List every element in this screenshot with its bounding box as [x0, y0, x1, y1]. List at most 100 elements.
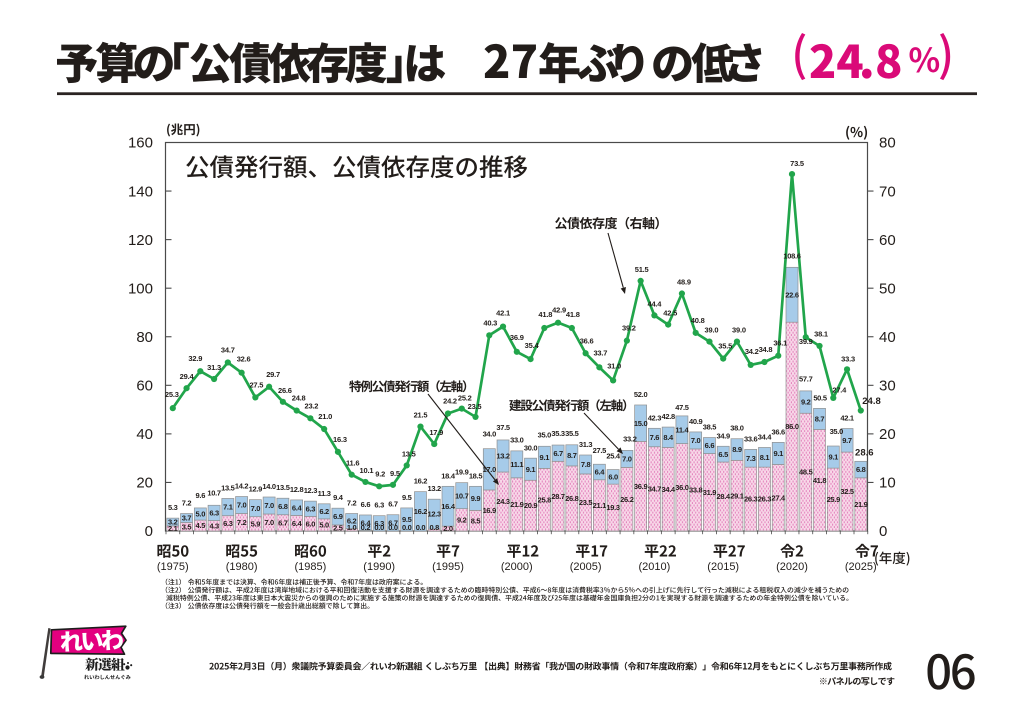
- svg-text:42.1: 42.1: [840, 414, 854, 423]
- svg-text:6.5: 6.5: [718, 450, 728, 459]
- svg-text:80: 80: [136, 329, 153, 346]
- svg-text:0: 0: [145, 523, 153, 540]
- svg-text:24.8: 24.8: [862, 396, 881, 407]
- svg-text:32.9: 32.9: [188, 354, 202, 363]
- svg-text:2.5: 2.5: [333, 524, 343, 533]
- svg-text:50.5: 50.5: [813, 393, 827, 402]
- svg-text:(1990): (1990): [363, 561, 395, 573]
- svg-text:11.1: 11.1: [510, 460, 523, 469]
- svg-text:6.8: 6.8: [278, 502, 288, 511]
- svg-text:14.0: 14.0: [262, 482, 276, 491]
- svg-text:57.7: 57.7: [799, 374, 813, 383]
- svg-text:41.8: 41.8: [538, 310, 552, 319]
- svg-text:9.9: 9.9: [471, 494, 481, 503]
- svg-text:2.0: 2.0: [443, 524, 453, 533]
- svg-text:11.6: 11.6: [346, 459, 359, 468]
- svg-text:0.0: 0.0: [374, 523, 384, 532]
- svg-text:35.5: 35.5: [565, 429, 579, 438]
- svg-text:9.4: 9.4: [333, 493, 344, 502]
- svg-text:32.5: 32.5: [840, 487, 854, 496]
- svg-text:(2010): (2010): [639, 561, 671, 573]
- svg-text:86.0: 86.0: [785, 422, 799, 431]
- svg-text:6.3: 6.3: [374, 519, 384, 528]
- svg-text:40.8: 40.8: [691, 316, 705, 325]
- svg-text:11.3: 11.3: [318, 489, 331, 498]
- svg-text:29.1: 29.1: [730, 491, 744, 500]
- svg-text:23.2: 23.2: [304, 401, 318, 410]
- svg-text:36.9: 36.9: [634, 482, 648, 491]
- svg-text:24.2: 24.2: [443, 396, 457, 405]
- svg-text:17.0: 17.0: [483, 465, 497, 474]
- svg-text:12.9: 12.9: [249, 485, 263, 494]
- svg-text:25.2: 25.2: [458, 394, 472, 403]
- svg-text:38.0: 38.0: [730, 424, 744, 433]
- svg-text:12.8: 12.8: [290, 485, 304, 494]
- svg-text:0.0: 0.0: [402, 523, 412, 532]
- svg-text:9.2: 9.2: [375, 469, 385, 478]
- svg-text:33.2: 33.2: [623, 434, 637, 443]
- svg-text:51.5: 51.5: [635, 265, 649, 274]
- svg-text:36.6: 36.6: [772, 427, 786, 436]
- svg-text:18.4: 18.4: [441, 471, 456, 480]
- svg-text:6.3: 6.3: [209, 509, 219, 518]
- svg-text:24.3: 24.3: [496, 497, 510, 506]
- svg-text:9.5: 9.5: [402, 493, 412, 502]
- svg-text:3.5: 3.5: [182, 522, 192, 531]
- svg-text:7.0: 7.0: [237, 501, 247, 510]
- svg-text:16.9: 16.9: [483, 506, 497, 515]
- svg-text:70: 70: [879, 183, 896, 200]
- svg-text:31.0: 31.0: [607, 361, 621, 370]
- svg-text:40.3: 40.3: [483, 318, 497, 327]
- svg-text:16.2: 16.2: [414, 507, 428, 516]
- svg-text:31.9: 31.9: [703, 488, 717, 497]
- svg-text:26.3: 26.3: [758, 495, 772, 504]
- svg-text:120: 120: [128, 232, 153, 249]
- svg-text:47.5: 47.5: [675, 403, 689, 412]
- svg-text:3.2: 3.2: [168, 518, 178, 527]
- svg-text:9.1: 9.1: [526, 465, 536, 474]
- svg-text:15.0: 15.0: [634, 419, 648, 428]
- svg-text:9.6: 9.6: [196, 491, 206, 500]
- svg-text:6.4: 6.4: [292, 503, 303, 512]
- svg-text:7.2: 7.2: [237, 518, 247, 527]
- svg-text:35.0: 35.0: [538, 430, 552, 439]
- svg-text:31.3: 31.3: [579, 440, 593, 449]
- svg-text:31.3: 31.3: [207, 363, 221, 372]
- svg-text:6.2: 6.2: [347, 517, 357, 526]
- svg-text:52.0: 52.0: [634, 390, 648, 399]
- svg-text:23.5: 23.5: [468, 402, 482, 411]
- svg-text:7.1: 7.1: [223, 503, 233, 512]
- svg-text:(2025): (2025): [845, 561, 877, 573]
- svg-text:38.5: 38.5: [703, 423, 717, 432]
- svg-text:8.7: 8.7: [567, 451, 577, 460]
- svg-text:39.0: 39.0: [732, 326, 746, 335]
- svg-text:16.3: 16.3: [333, 435, 347, 444]
- svg-text:39.9: 39.9: [799, 337, 813, 346]
- svg-text:33.7: 33.7: [593, 348, 607, 357]
- svg-text:28.7: 28.7: [551, 492, 565, 501]
- svg-text:6.9: 6.9: [333, 512, 343, 521]
- svg-text:20.9: 20.9: [524, 501, 538, 510]
- svg-text:(1980): (1980): [226, 561, 258, 573]
- svg-text:9.2: 9.2: [457, 515, 467, 524]
- svg-text:9.7: 9.7: [842, 436, 852, 445]
- svg-text:108.6: 108.6: [783, 251, 800, 260]
- svg-text:40: 40: [879, 329, 896, 346]
- svg-text:4.3: 4.3: [209, 521, 219, 530]
- svg-text:50: 50: [879, 280, 896, 297]
- svg-text:20: 20: [136, 475, 153, 492]
- svg-text:7.3: 7.3: [746, 454, 756, 463]
- svg-text:36.9: 36.9: [510, 333, 524, 342]
- svg-text:42.3: 42.3: [648, 413, 662, 422]
- svg-text:27.5: 27.5: [249, 380, 263, 389]
- svg-text:4.5: 4.5: [196, 521, 206, 530]
- svg-text:7.0: 7.0: [264, 518, 274, 527]
- svg-text:16.4: 16.4: [441, 502, 456, 511]
- svg-text:34.8: 34.8: [759, 345, 773, 354]
- svg-text:26.3: 26.3: [744, 495, 758, 504]
- svg-text:25.9: 25.9: [827, 495, 841, 504]
- svg-text:160: 160: [128, 135, 153, 152]
- svg-text:25.8: 25.8: [538, 495, 552, 504]
- svg-text:5.0: 5.0: [319, 521, 329, 530]
- svg-text:41.8: 41.8: [566, 310, 580, 319]
